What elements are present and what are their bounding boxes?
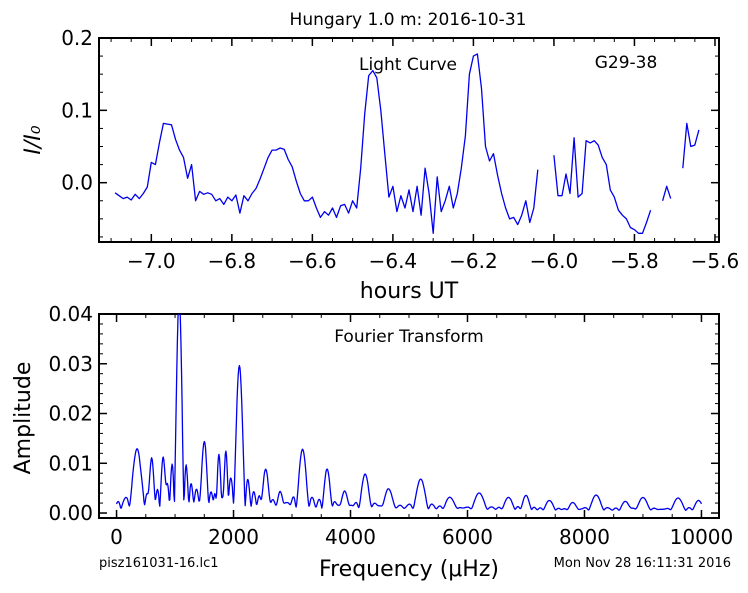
ft-xtick-label: 2000	[208, 525, 259, 549]
light-curve-series	[114, 53, 700, 234]
lc-line-segment-1	[114, 53, 539, 234]
lc-xtick-label: −7.0	[127, 249, 176, 273]
footer-filename: pisz161031-16.lc1	[99, 556, 218, 571]
light-curve-xlabel: hours UT	[360, 279, 459, 304]
light-curve-ticks: −7.0 −6.8 −6.6 −6.4 −6.2 −6.0 −5.8 −5.6 0.0 0.1 0.…	[61, 26, 739, 273]
ft-xtick-label: 8000	[559, 525, 610, 549]
fourier-xlabel: Frequency (μHz)	[319, 557, 499, 582]
figure-title: Hungary 1.0 m: 2016-10-31	[290, 10, 527, 30]
light-curve-ylabel: I/I₀	[21, 125, 46, 154]
lc-xtick-label: −6.8	[208, 249, 257, 273]
lc-xtick-label: −6.2	[449, 249, 498, 273]
light-curve-panel: −7.0 −6.8 −6.6 −6.4 −6.2 −6.0 −5.8 −5.6 0.0 0.1 0.…	[21, 26, 739, 304]
lc-ytick-label: 0.0	[61, 171, 93, 195]
footer-timestamp: Mon Nov 28 16:11:31 2016	[554, 556, 731, 571]
ft-ytick-label: 0.04	[48, 302, 93, 326]
lc-line-segment-2	[553, 137, 652, 234]
light-curve-annotation: Light Curve	[359, 55, 457, 75]
lc-xtick-label: −5.8	[610, 249, 659, 273]
fourier-ticks: 0 2000 4000 6000 8000 10000 0.00 0.01 0.02 0.03 0.…	[48, 302, 733, 549]
lc-line-segment-4	[682, 122, 700, 169]
ft-xtick-label: 6000	[442, 525, 493, 549]
fourier-ylabel: Amplitude	[11, 362, 36, 475]
ft-xtick-label: 10000	[670, 525, 734, 549]
fourier-annotation: Fourier Transform	[334, 327, 483, 347]
lc-ytick-label: 0.1	[61, 98, 93, 122]
lc-xtick-label: −6.4	[369, 249, 418, 273]
ft-ytick-label: 0.03	[48, 352, 93, 376]
fourier-panel: 0 2000 4000 6000 8000 10000 0.00 0.01 0.02 0.03 0.…	[11, 302, 733, 582]
fourier-series	[115, 314, 703, 511]
lc-xtick-label: −6.0	[530, 249, 579, 273]
lc-xtick-label: −5.6	[691, 249, 740, 273]
ft-ytick-label: 0.00	[48, 501, 93, 525]
light-curve-frame	[98, 37, 720, 243]
ft-ytick-label: 0.01	[48, 451, 93, 475]
lc-ytick-label: 0.2	[61, 26, 93, 50]
ft-line-segment-1	[115, 314, 703, 511]
star-label: G29-38	[595, 53, 658, 73]
lc-line-segment-3	[661, 185, 672, 201]
ft-ytick-label: 0.02	[48, 402, 93, 426]
ft-xtick-label: 4000	[325, 525, 376, 549]
lc-xtick-label: −6.6	[288, 249, 337, 273]
ft-xtick-label: 0	[110, 525, 123, 549]
